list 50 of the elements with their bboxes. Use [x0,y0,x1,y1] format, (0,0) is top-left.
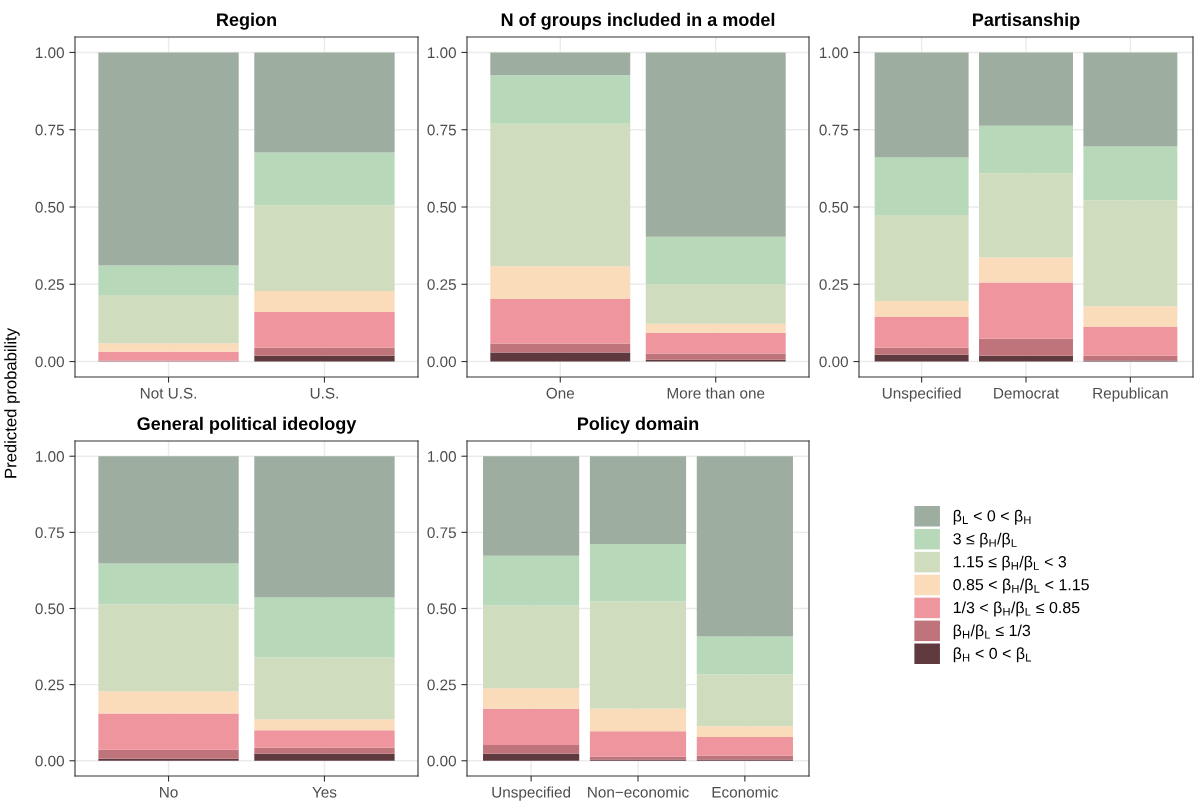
y-tick-label: 0.00 [35,356,64,368]
y-tick-label: 0.25 [427,679,456,691]
chart-title: Region [217,12,276,30]
y-tick-label: 0.50 [35,603,64,615]
x-tick-label: Non−economic [588,786,689,798]
y-tick-label: 0.00 [819,356,848,368]
y-tick-label: 1.00 [428,47,456,59]
y-axis-title: Predicted probability [4,328,20,478]
x-tick-label: Democrat [994,387,1059,399]
y-tick-label: 1.00 [820,47,848,59]
chart-title: N of groups included in a model [501,12,775,30]
y-tick-label: 0.00 [35,755,64,767]
y-tick-label: 0.75 [819,124,848,136]
legend-label: 0.85 < β$_{H}$/β$_{L}$ < 1.15 [953,578,1089,594]
y-tick-label: 0.75 [427,527,456,539]
x-tick-label: U.S. [310,387,338,399]
x-tick-label: Unspecified [882,387,961,402]
legend-label: 3 ≤ β$_{H}$/β$_{L}$ [953,532,1017,548]
y-tick-label: 0.50 [35,201,64,213]
x-tick-label: Republican [1093,387,1168,402]
legend-label: β$_{L}$ < 0 < β$_{H}$ [953,509,1031,525]
x-tick-label: Yes [312,786,337,798]
y-tick-label: 0.75 [427,124,456,136]
y-tick-label: 0.50 [427,603,456,615]
x-tick-label: No [160,786,178,798]
y-tick-label: 0.25 [35,679,64,691]
y-tick-label: 1.00 [36,451,64,462]
legend-label: β$_{H}$/β$_{L}$ ≤ 1/3 [953,624,1031,640]
y-tick-label: 0.25 [819,279,848,290]
chart-title: Partisanship [973,12,1080,30]
y-tick-label: 0.25 [35,279,64,290]
x-tick-label: Not U.S. [140,387,197,399]
y-tick-label: 0.75 [35,124,64,136]
y-tick-label: 0.00 [427,356,456,368]
y-tick-label: 0.00 [427,755,456,767]
x-tick-label: One [546,387,575,399]
x-tick-label: Economic [712,786,779,798]
y-tick-label: 0.50 [819,201,848,213]
y-tick-label: 1.00 [428,451,456,462]
chart-title: Policy domain [578,416,699,434]
legend-label: 1.15 ≤ β$_{H}$/β$_{L}$ < 3 [953,555,1067,571]
x-tick-label: Unspecified [492,786,571,801]
y-tick-label: 0.25 [427,279,456,290]
y-tick-label: 0.75 [35,527,64,539]
y-tick-label: 0.50 [427,201,456,213]
x-tick-label: More than one [667,387,765,399]
chart-title: General political ideology [137,416,357,434]
y-tick-label: 1.00 [36,47,64,59]
legend-label: β$_{H}$ < 0 < β$_{L}$ [953,647,1032,663]
legend-label: 1/3 < β$_{H}$/β$_{L}$ ≤ 0.85 [953,601,1080,617]
